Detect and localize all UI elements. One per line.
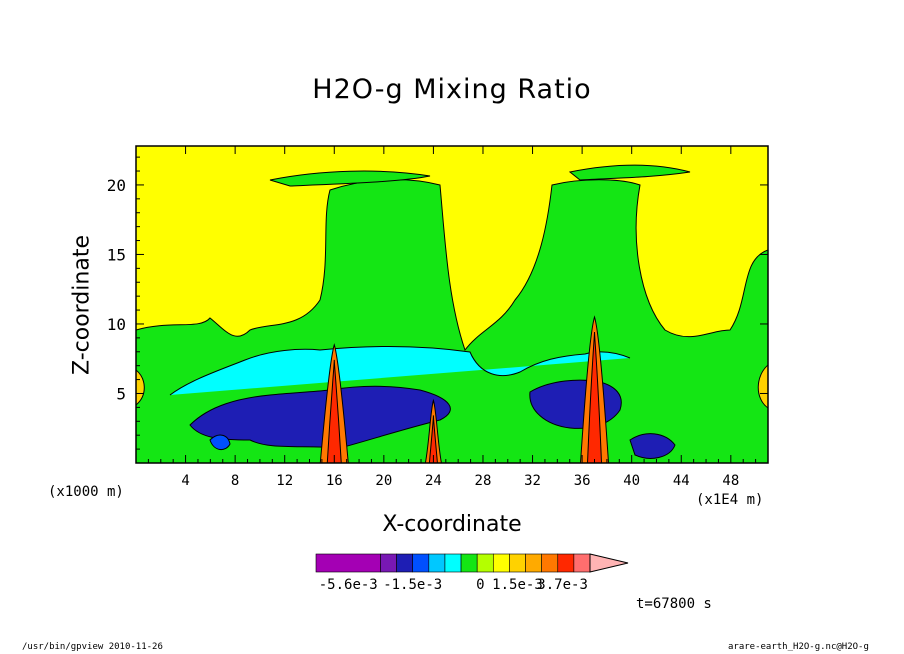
x-unit-right: (x1E4 m) xyxy=(696,492,764,508)
y-tick-label: 5 xyxy=(116,384,126,403)
y-tick-label: 20 xyxy=(107,176,126,195)
chart-title: H2O-g Mixing Ratio xyxy=(312,74,592,105)
x-tick-label: 44 xyxy=(673,473,690,489)
x-tick-label: 16 xyxy=(326,473,343,489)
plot-frame xyxy=(135,145,769,464)
colorbar-swatch xyxy=(428,553,446,573)
colorbar-swatch xyxy=(525,553,542,573)
x-axis-label: X-coordinate xyxy=(382,512,522,537)
cyan-region xyxy=(169,345,631,396)
plume-37-core xyxy=(587,332,603,463)
x-unit-left: (x1000 m) xyxy=(48,484,124,500)
colorbar-label: 1.5e-3 xyxy=(492,577,543,593)
x-tick-label: 24 xyxy=(425,473,442,489)
plume-16-core xyxy=(326,359,342,463)
footer-right-text: arare-earth_H2O-g.nc@H2O-g xyxy=(728,642,869,652)
x-tick-label: 4 xyxy=(181,473,189,489)
colorbar-arrow xyxy=(589,553,629,573)
green-band-top-left xyxy=(269,170,431,187)
x-tick-label: 48 xyxy=(722,473,739,489)
time-label: t=67800 s xyxy=(636,596,712,612)
colorbar-label: 3.7e-3 xyxy=(537,577,588,593)
x-tick-label: 8 xyxy=(231,473,239,489)
colorbar-swatch xyxy=(412,553,430,573)
dark-blue-blob-right xyxy=(629,433,676,459)
x-tick-label: 12 xyxy=(276,473,293,489)
blue-blob-left xyxy=(209,434,231,450)
colorbar-swatch xyxy=(557,553,575,573)
colorbar xyxy=(315,553,629,573)
y-tick-label: 10 xyxy=(107,315,126,334)
colorbar-swatch xyxy=(492,553,510,573)
colorbar-label: 0 xyxy=(476,577,485,593)
colorbar-swatch xyxy=(380,553,397,573)
colorbar-swatch xyxy=(573,553,591,573)
x-tick-label: 32 xyxy=(524,473,541,489)
colorbar-label: -5.6e-3 xyxy=(318,577,378,593)
colorbar-swatch xyxy=(460,553,478,573)
plume-24-core xyxy=(428,415,438,463)
x-tick-label: 40 xyxy=(623,473,640,489)
colorbar-swatch xyxy=(396,553,414,573)
colorbar-swatch xyxy=(315,553,381,573)
x-tick-label: 36 xyxy=(574,473,591,489)
colorbar-swatch xyxy=(541,553,559,573)
x-tick-label: 20 xyxy=(375,473,392,489)
colorbar-swatch xyxy=(476,553,494,573)
footer-left-text: /usr/bin/gpview 2010-11-26 xyxy=(22,642,163,652)
contour-field xyxy=(136,146,768,463)
x-tick-label: 28 xyxy=(475,473,492,489)
y-tick-label: 15 xyxy=(107,245,126,264)
green-band-top-right xyxy=(568,164,691,181)
y-axis-label: Z-coordinate xyxy=(69,235,95,375)
colorbar-label: -1.5e-3 xyxy=(383,577,443,593)
dark-blue-region-left xyxy=(189,385,451,449)
colorbar-swatch xyxy=(509,553,526,573)
colorbar-swatch xyxy=(444,553,462,573)
